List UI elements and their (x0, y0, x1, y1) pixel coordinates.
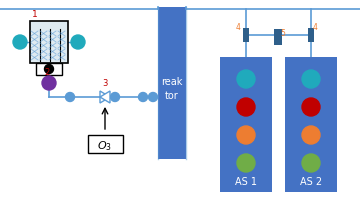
Text: 5: 5 (280, 29, 285, 38)
Text: 4: 4 (313, 23, 318, 32)
Circle shape (111, 93, 120, 102)
Circle shape (302, 98, 320, 116)
Circle shape (302, 126, 320, 144)
Bar (308, 29, 314, 43)
Circle shape (66, 93, 75, 102)
Circle shape (237, 126, 255, 144)
Bar (88, 135, 123, 153)
Circle shape (13, 36, 27, 50)
Bar (285, 58, 337, 192)
Text: $\mathit{O}_3$: $\mathit{O}_3$ (98, 138, 113, 152)
Bar (243, 29, 249, 43)
Text: AS 1: AS 1 (235, 176, 257, 186)
Bar (30, 22, 68, 64)
Text: 4: 4 (236, 23, 241, 32)
Text: AS 2: AS 2 (300, 176, 322, 186)
Circle shape (71, 36, 85, 50)
Bar (158, 8, 186, 159)
Text: reak
tor: reak tor (161, 77, 183, 100)
Polygon shape (100, 91, 110, 103)
Circle shape (237, 154, 255, 172)
Polygon shape (100, 91, 110, 103)
Bar (220, 58, 272, 192)
Bar (36, 64, 62, 76)
Circle shape (42, 77, 56, 91)
Bar (274, 30, 282, 46)
Circle shape (302, 71, 320, 89)
Circle shape (237, 98, 255, 116)
Circle shape (149, 93, 158, 102)
Circle shape (237, 71, 255, 89)
Circle shape (139, 93, 148, 102)
Text: 3: 3 (102, 79, 108, 88)
Circle shape (302, 154, 320, 172)
Circle shape (45, 65, 54, 74)
Text: 2: 2 (44, 68, 49, 77)
Text: 1: 1 (32, 10, 38, 19)
